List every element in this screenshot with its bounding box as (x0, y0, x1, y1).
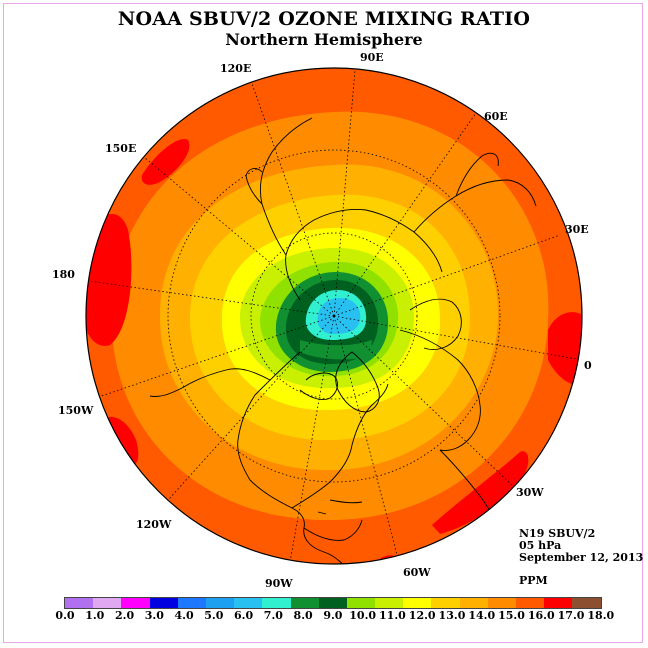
coast-india (455, 152, 499, 197)
colorbar-swatch (205, 598, 235, 608)
coast-asia-north (285, 209, 443, 301)
lon-label-120e: 120E (220, 62, 252, 75)
coast-alaska (149, 368, 271, 397)
colorbar-tick-label: 7.0 (263, 609, 283, 622)
colorbar-swatch (234, 598, 263, 608)
colorbar-swatch (262, 598, 291, 608)
coast-asia-east (260, 117, 313, 256)
lon-label-90e: 90E (360, 51, 384, 64)
colorbar-tick-label: 16.0 (527, 609, 555, 622)
coast-japan (245, 168, 263, 205)
colorbar-swatch (375, 598, 404, 608)
colorbar-tick-label: 6.0 (234, 609, 254, 622)
colorbar-tick-label: 18.0 (587, 609, 615, 622)
graticule (86, 69, 582, 564)
colorbar-tick-label: 5.0 (204, 609, 224, 622)
colorbar (64, 597, 602, 609)
colorbar-swatch (459, 598, 488, 608)
map-boundary (85, 67, 583, 565)
lon-label-30e: 30E (565, 223, 589, 236)
colorbar-tick-label: 2.0 (114, 609, 135, 622)
colorbar-tick-label: 15.0 (498, 609, 525, 622)
field-band-6 (317, 298, 361, 334)
colorbar-swatch (403, 598, 432, 608)
colorbar-tick-label: 17.0 (557, 609, 585, 622)
field-max-se (432, 451, 529, 534)
colorbar-swatch (177, 598, 206, 608)
colorbar-tick-label: 13.0 (438, 609, 466, 622)
colorbar-tick-label: 0.0 (55, 609, 75, 622)
colorbar-tick-label: 8.0 (293, 609, 313, 622)
colorbar-swatch (93, 598, 122, 608)
colorbar-swatch (346, 598, 376, 608)
colorbar-tick-label: 14.0 (468, 609, 496, 622)
colorbar-tick-label: 12.0 (408, 609, 436, 622)
info-level: 05 hPa (519, 539, 562, 552)
colorbar-swatch (431, 598, 460, 608)
info-satellite: N19 SBUV/2 (519, 527, 596, 540)
coast-asia-south (413, 179, 537, 233)
colorbar-swatch (121, 598, 150, 608)
info-date: September 12, 2013 (519, 551, 644, 564)
colorbar-swatch (149, 598, 178, 608)
field-band-8b (300, 340, 372, 360)
lon-label-120w: 120W (136, 518, 172, 531)
lon-label-180: 180 (52, 268, 75, 281)
colorbar-tick-label: 3.0 (144, 609, 164, 622)
map-subtitle: Northern Hemisphere (225, 30, 423, 49)
colorbar-swatch (572, 598, 601, 608)
colorbar-swatch (290, 598, 319, 608)
lon-label-150w: 150W (58, 404, 94, 417)
colorbar-swatch (487, 598, 516, 608)
coast-greenland (335, 351, 380, 413)
colorbar-swatch (65, 598, 94, 608)
coast-central-america (303, 519, 363, 541)
colorbar-tick-label: 1.0 (85, 609, 105, 622)
field-max-nw (141, 139, 190, 185)
lon-label-30w: 30W (516, 486, 544, 499)
lon-label-60w: 60W (403, 566, 431, 579)
lon-label-60e: 60E (484, 110, 508, 123)
colorbar-tick-label: 4.0 (174, 609, 194, 622)
field-max-east (548, 312, 582, 386)
colorbar-tick-label: 9.0 (323, 609, 343, 622)
info-units: PPM (519, 574, 548, 587)
colorbar-tick-label: 11.0 (379, 609, 406, 622)
coast-scandinavia (409, 298, 462, 350)
colorbar-swatch (544, 598, 573, 608)
lon-label-150e: 150E (105, 142, 137, 155)
colorbar-swatch (516, 598, 545, 608)
colorbar-tick-label: 10.0 (349, 609, 377, 622)
colorbar-swatch (318, 598, 347, 608)
lon-label-0: 0 (584, 359, 592, 372)
coast-caribbean (317, 499, 363, 515)
lon-label-90w: 90W (265, 577, 293, 590)
map-title: NOAA SBUV/2 OZONE MIXING RATIO (117, 8, 531, 30)
coast-us-east (291, 383, 389, 509)
coast-europe (399, 329, 481, 451)
coast-north-america (237, 351, 351, 564)
